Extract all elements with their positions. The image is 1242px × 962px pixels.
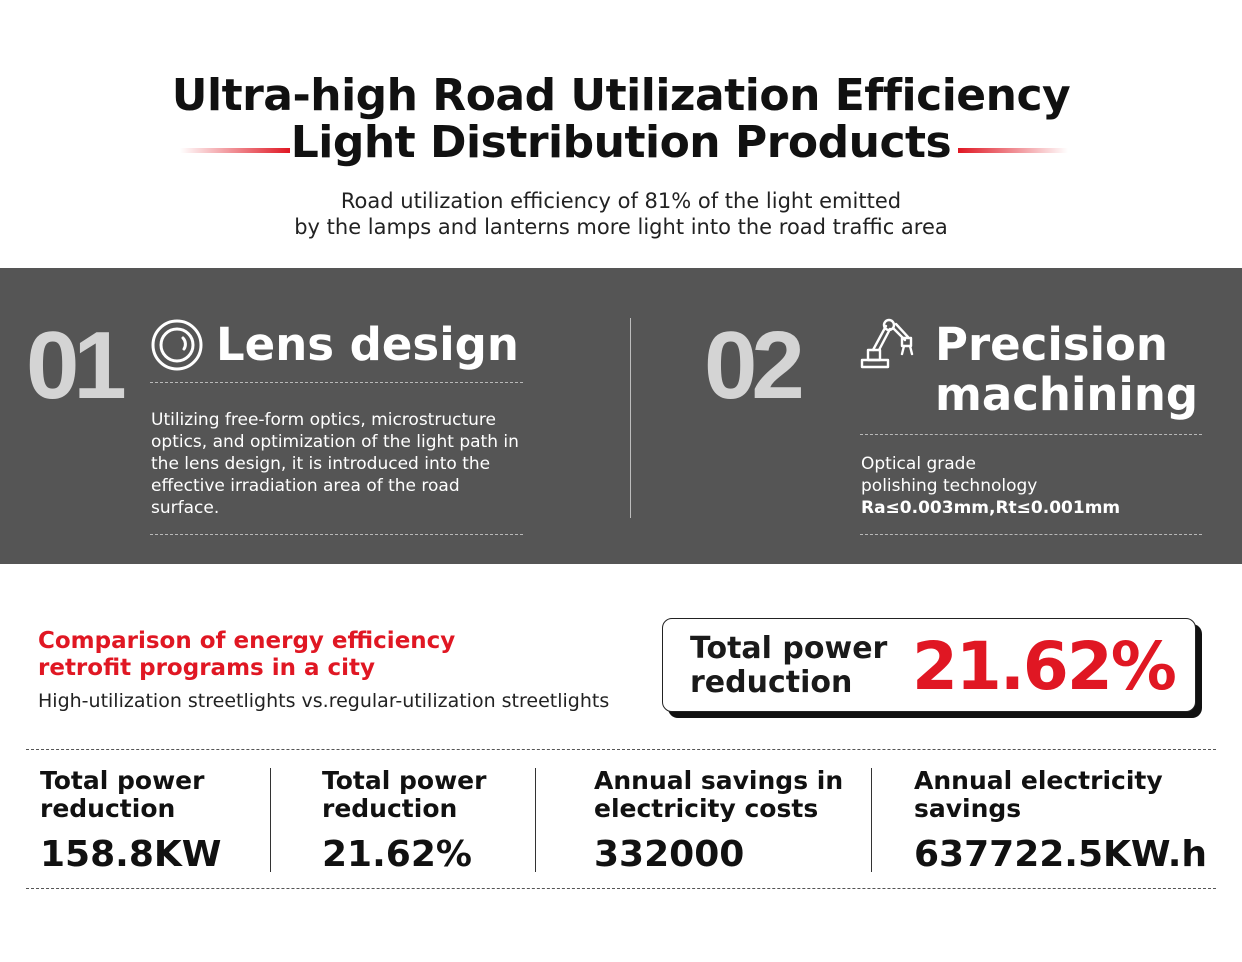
feature-number-01: 01 (26, 312, 127, 419)
features-panel (0, 268, 1242, 564)
title-decoration-right (958, 148, 1068, 153)
page-title-line-2: Light Distribution Products (290, 117, 952, 168)
stats-divider-bottom (26, 888, 1216, 889)
stat-label-line-1: Annual electricity (914, 766, 1163, 795)
subtitle-line-2: by the lamps and lanterns more light int… (294, 215, 948, 239)
feature-divider-bottom (860, 534, 1202, 535)
stat-label-line-1: Total power (322, 766, 487, 795)
stat-label-line-2: reduction (40, 794, 176, 823)
feature-title-precision: Precision (935, 318, 1168, 371)
stat-value: 637722.5KW.h (914, 834, 1207, 875)
page-title-line-1: Ultra-high Road Utilization Efficiency (171, 70, 1071, 121)
feature-description: Utilizing free-form optics, microstructu… (151, 410, 519, 518)
stat-item: Total power reduction 158.8KW (40, 767, 221, 875)
stat-item: Total power reduction 21.62% (322, 767, 486, 875)
stat-label-line-2: electricity costs (594, 794, 819, 823)
feature-spec: Ra≤0.003mm,Rt≤0.001mm (861, 498, 1121, 518)
subtitle-line-1: Road utilization efficiency of 81% of th… (340, 189, 902, 213)
stat-item: Annual savings in electricity costs 3320… (594, 767, 843, 875)
stats-divider-top (26, 749, 1216, 750)
stat-value: 158.8KW (40, 834, 222, 875)
feature-divider-top (860, 434, 1202, 435)
title-decoration-left (180, 148, 290, 153)
highlight-label-line-2: reduction (690, 665, 853, 700)
robotic-arm-icon (860, 316, 916, 370)
stat-label-line-2: savings (914, 794, 1022, 823)
feature-text-line-2: polishing technology (861, 476, 1038, 496)
stat-label-line-1: Annual savings in (594, 766, 844, 795)
stat-divider (270, 768, 271, 872)
feature-title-lens-design: Lens design (216, 318, 519, 371)
comparison-title: Comparison of energy efficiency retrofit… (38, 628, 638, 682)
stat-value: 21.62% (322, 834, 472, 875)
feature-divider-bottom (150, 534, 523, 535)
feature-number-02: 02 (704, 312, 805, 419)
lens-icon (150, 318, 204, 372)
comparison-title-line-1: Comparison of energy efficiency (38, 628, 456, 654)
panel-divider (630, 318, 631, 518)
stat-label-line-1: Total power (40, 766, 205, 795)
highlight-label: Total power reduction (690, 632, 887, 700)
stat-divider (871, 768, 872, 872)
comparison-title-line-2: retrofit programs in a city (38, 655, 376, 681)
comparison-subtitle: High-utilization streetlights vs.regular… (38, 690, 610, 712)
highlight-box (662, 618, 1196, 712)
feature-divider-top (150, 382, 523, 383)
feature-title-machining: machining (935, 368, 1199, 421)
stat-value: 332000 (594, 834, 745, 875)
stat-item: Annual electricity savings 637722.5KW.h (914, 767, 1207, 875)
highlight-label-line-1: Total power (690, 631, 888, 666)
stat-label-line-2: reduction (322, 794, 458, 823)
highlight-value: 21.62% (912, 628, 1177, 705)
stat-divider (535, 768, 536, 872)
feature-text-line-1: Optical grade (861, 454, 976, 474)
